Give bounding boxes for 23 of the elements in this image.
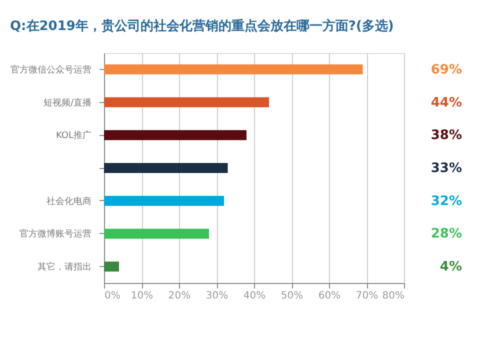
x-tick-label: 10%	[130, 290, 154, 302]
data-label: 28%	[430, 226, 462, 242]
y-tick-label: 短视频/直播	[43, 97, 92, 108]
data-label: 69%	[430, 62, 462, 78]
y-tick-label: 官方微博账号运营	[20, 228, 92, 240]
data-label: 32%	[430, 194, 462, 209]
x-tick-label: 70%	[356, 290, 378, 302]
data-label: 44%	[430, 95, 462, 110]
x-tick-label: 40%	[243, 290, 266, 302]
y-tick-label: 其它，请指出	[38, 262, 92, 273]
x-tick-label: 60%	[318, 290, 341, 302]
data-label: 33%	[430, 161, 462, 176]
data-label: 4%	[440, 260, 462, 275]
x-tick-label: 30%	[206, 290, 228, 302]
y-tick-label: 社会化电商	[46, 196, 92, 207]
chart-title: Q:在2019年，贵公司的社会化营销的重点会放在哪一方面?(多选)	[10, 18, 394, 34]
x-tick-label: 20%	[168, 290, 191, 302]
data-label: 38%	[430, 128, 462, 144]
x-tick-label: 0%	[104, 290, 120, 302]
y-tick-label: KOL推广	[56, 130, 92, 142]
y-tick-label: 官方微信公众号运营	[10, 64, 92, 76]
x-tick-label: 80%	[382, 290, 404, 302]
x-tick-label: 50%	[280, 290, 304, 302]
